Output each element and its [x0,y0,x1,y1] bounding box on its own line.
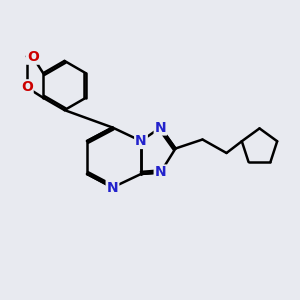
Text: N: N [155,166,166,179]
Text: N: N [135,134,147,148]
Text: N: N [155,121,166,134]
Text: O: O [27,50,39,64]
Text: O: O [21,80,33,94]
Text: N: N [107,181,118,194]
